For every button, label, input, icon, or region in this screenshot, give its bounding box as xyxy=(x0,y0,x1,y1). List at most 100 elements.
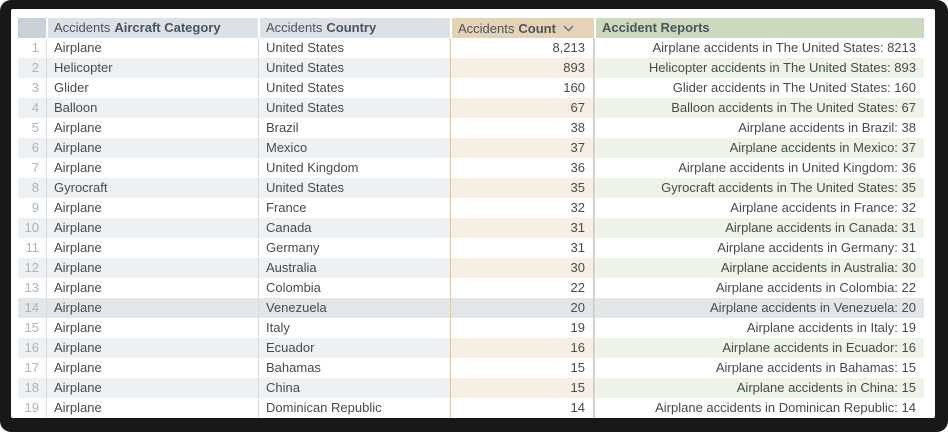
cell-report: Airplane accidents in Venezuela: 20 xyxy=(594,298,924,318)
header-aircraft-category[interactable]: Accidents Aircraft Category xyxy=(46,18,258,38)
cell-count: 35 xyxy=(450,178,594,198)
cell-count: 15 xyxy=(450,358,594,378)
cell-report: Airplane accidents in The United States:… xyxy=(594,38,924,58)
cell-count: 30 xyxy=(450,258,594,278)
cell-country: Ecuador xyxy=(258,338,450,358)
table-row[interactable]: 10 Airplane Canada 31 Airplane accidents… xyxy=(18,218,924,238)
cell-report: Airplane accidents in Germany: 31 xyxy=(594,238,924,258)
cell-aircraft-category: Airplane xyxy=(46,38,258,58)
cell-country: Brazil xyxy=(258,118,450,138)
table-row[interactable]: 19 Airplane Dominican Republic 14 Airpla… xyxy=(18,398,924,418)
table-row[interactable]: 17 Airplane Bahamas 15 Airplane accident… xyxy=(18,358,924,378)
cell-count: 893 xyxy=(450,58,594,78)
row-number: 16 xyxy=(18,338,46,358)
cell-country: United States xyxy=(258,178,450,198)
cell-aircraft-category: Gyrocraft xyxy=(46,178,258,198)
cell-count: 31 xyxy=(450,238,594,258)
cell-count: 38 xyxy=(450,118,594,138)
cell-report: Airplane accidents in Mexico: 37 xyxy=(594,138,924,158)
cell-aircraft-category: Airplane xyxy=(46,138,258,158)
cell-count: 32 xyxy=(450,198,594,218)
header-country[interactable]: Accidents Country xyxy=(258,18,450,38)
cell-aircraft-category: Airplane xyxy=(46,338,258,358)
table-row[interactable]: 11 Airplane Germany 31 Airplane accident… xyxy=(18,238,924,258)
cell-aircraft-category: Balloon xyxy=(46,98,258,118)
cell-report: Airplane accidents in United Kingdom: 36 xyxy=(594,158,924,178)
cell-country: Australia xyxy=(258,258,450,278)
cell-aircraft-category: Helicopter xyxy=(46,58,258,78)
cell-count: 19 xyxy=(450,318,594,338)
cell-aircraft-category: Airplane xyxy=(46,198,258,218)
cell-count: 20 xyxy=(450,298,594,318)
row-number: 4 xyxy=(18,98,46,118)
row-number: 15 xyxy=(18,318,46,338)
cell-country: United States xyxy=(258,58,450,78)
table-row[interactable]: 14 Airplane Venezuela 20 Airplane accide… xyxy=(18,298,924,318)
row-number: 13 xyxy=(18,278,46,298)
cell-report: Airplane accidents in France: 32 xyxy=(594,198,924,218)
row-number: 10 xyxy=(18,218,46,238)
cell-count: 31 xyxy=(450,218,594,238)
cell-report: Balloon accidents in The United States: … xyxy=(594,98,924,118)
cell-report: Airplane accidents in Bahamas: 15 xyxy=(594,358,924,378)
header-accident-reports[interactable]: Accident Reports xyxy=(594,18,924,38)
cell-country: United States xyxy=(258,98,450,118)
cell-aircraft-category: Airplane xyxy=(46,318,258,338)
row-number: 11 xyxy=(18,238,46,258)
cell-report: Airplane accidents in Ecuador: 16 xyxy=(594,338,924,358)
table-row[interactable]: 2 Helicopter United States 893 Helicopte… xyxy=(18,58,924,78)
table-row[interactable]: 1 Airplane United States 8,213 Airplane … xyxy=(18,38,924,58)
cell-country: United States xyxy=(258,78,450,98)
table-row[interactable]: 3 Glider United States 160 Glider accide… xyxy=(18,78,924,98)
header-label: Count xyxy=(518,21,556,36)
row-number: 6 xyxy=(18,138,46,158)
header-row-number xyxy=(18,18,46,38)
cell-country: Bahamas xyxy=(258,358,450,378)
header-prefix: Accidents xyxy=(266,20,323,35)
content-area: Accidents Aircraft Category Accidents Coun… xyxy=(11,9,935,418)
cell-aircraft-category: Airplane xyxy=(46,358,258,378)
accidents-table: Accidents Aircraft Category Accidents Coun… xyxy=(18,18,924,418)
row-number: 2 xyxy=(18,58,46,78)
row-number: 7 xyxy=(18,158,46,178)
table-row[interactable]: 5 Airplane Brazil 38 Airplane accidents … xyxy=(18,118,924,138)
cell-aircraft-category: Airplane xyxy=(46,238,258,258)
cell-aircraft-category: Airplane xyxy=(46,398,258,418)
cell-count: 14 xyxy=(450,398,594,418)
table-row[interactable]: 7 Airplane United Kingdom 36 Airplane ac… xyxy=(18,158,924,178)
row-number: 5 xyxy=(18,118,46,138)
cell-country: Dominican Republic xyxy=(258,398,450,418)
table-row[interactable]: 18 Airplane China 15 Airplane accidents … xyxy=(18,378,924,398)
cell-country: China xyxy=(258,378,450,398)
row-number: 14 xyxy=(18,298,46,318)
cell-report: Airplane accidents in Canada: 31 xyxy=(594,218,924,238)
cell-report: Airplane accidents in Brazil: 38 xyxy=(594,118,924,138)
cell-aircraft-category: Airplane xyxy=(46,278,258,298)
cell-count: 36 xyxy=(450,158,594,178)
table-row[interactable]: 6 Airplane Mexico 37 Airplane accidents … xyxy=(18,138,924,158)
row-number: 1 xyxy=(18,38,46,58)
cell-count: 67 xyxy=(450,98,594,118)
cell-aircraft-category: Airplane xyxy=(46,118,258,138)
table-body: 1 Airplane United States 8,213 Airplane … xyxy=(18,38,924,418)
table-row[interactable]: 4 Balloon United States 67 Balloon accid… xyxy=(18,98,924,118)
cell-country: Colombia xyxy=(258,278,450,298)
table-row[interactable]: 9 Airplane France 32 Airplane accidents … xyxy=(18,198,924,218)
header-label: Country xyxy=(326,20,377,35)
cell-report: Glider accidents in The United States: 1… xyxy=(594,78,924,98)
cell-count: 160 xyxy=(450,78,594,98)
table-row[interactable]: 13 Airplane Colombia 22 Airplane acciden… xyxy=(18,278,924,298)
table-row[interactable]: 16 Airplane Ecuador 16 Airplane accident… xyxy=(18,338,924,358)
table-header-row: Accidents Aircraft Category Accidents Coun… xyxy=(18,18,924,38)
table-row[interactable]: 12 Airplane Australia 30 Airplane accide… xyxy=(18,258,924,278)
chevron-down-icon xyxy=(563,18,574,38)
row-number: 12 xyxy=(18,258,46,278)
table-row[interactable]: 15 Airplane Italy 19 Airplane accidents … xyxy=(18,318,924,338)
cell-report: Airplane accidents in Italy: 19 xyxy=(594,318,924,338)
cell-report: Airplane accidents in China: 15 xyxy=(594,378,924,398)
cell-country: Germany xyxy=(258,238,450,258)
table-row[interactable]: 8 Gyrocraft United States 35 Gyrocraft a… xyxy=(18,178,924,198)
header-count[interactable]: Accidents Count xyxy=(450,18,594,38)
cell-aircraft-category: Airplane xyxy=(46,158,258,178)
